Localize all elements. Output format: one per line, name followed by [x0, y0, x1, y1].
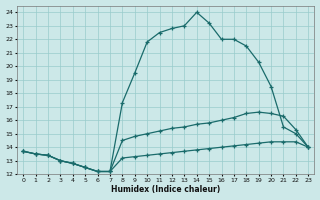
X-axis label: Humidex (Indice chaleur): Humidex (Indice chaleur)	[111, 185, 220, 194]
